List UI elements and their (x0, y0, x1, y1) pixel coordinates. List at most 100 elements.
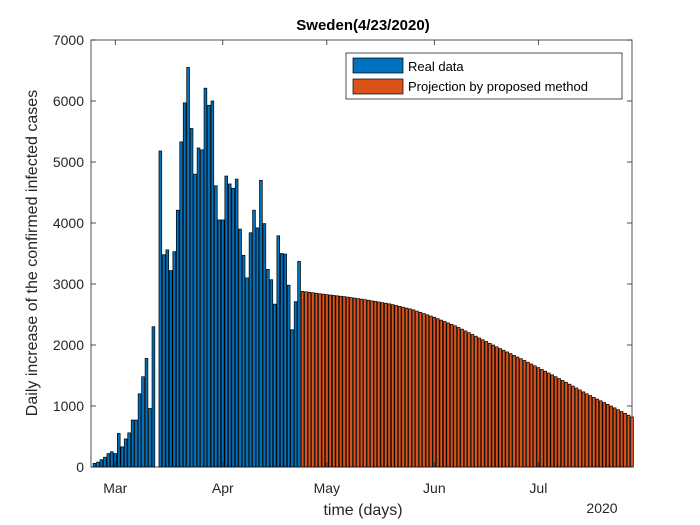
legend-swatch-projection (352, 78, 404, 95)
bar-projection (307, 291, 312, 468)
bar-real-data (286, 284, 291, 468)
x-tick-label: Jun (423, 480, 446, 496)
bar-real-data (127, 432, 131, 468)
bar-projection (436, 318, 440, 468)
x-tick-label: May (314, 480, 340, 496)
bar-projection (574, 387, 579, 468)
bar-projection (432, 316, 437, 468)
bar-projection (491, 344, 496, 468)
bar-projection (328, 294, 333, 468)
x-tick-label: Apr (212, 480, 234, 496)
bar-real-data (110, 451, 114, 468)
bar-projection (470, 334, 475, 468)
bars (92, 67, 634, 468)
bar-real-data (210, 100, 215, 468)
bar-projection (366, 299, 371, 468)
bar-projection (623, 412, 627, 468)
bar-real-data (179, 141, 183, 468)
bar-real-data (144, 358, 149, 468)
bar-projection (314, 292, 319, 468)
bar-projection (338, 295, 343, 468)
bar-real-data (96, 461, 100, 468)
bar-projection (533, 365, 537, 468)
legend-label-projection: Projection by proposed method (408, 79, 588, 94)
bar-real-data (162, 254, 166, 468)
bar-real-data (175, 209, 180, 468)
bar-projection (318, 293, 322, 468)
bar-real-data (252, 209, 256, 468)
bar-real-data (234, 178, 239, 468)
x-axis-title: time (days) (323, 502, 402, 519)
bar-projection (585, 393, 589, 468)
bar-projection (609, 405, 613, 468)
bar-projection (599, 400, 603, 468)
bar-projection (425, 314, 430, 468)
bar-real-data (193, 173, 197, 468)
bar-real-data (224, 175, 228, 468)
bar-real-data (106, 453, 111, 468)
bar-real-data (148, 408, 152, 468)
x-tick-label: Jul (529, 480, 547, 496)
bar-projection (564, 381, 568, 468)
x-tick-label: Mar (103, 480, 127, 496)
bar-projection (449, 324, 454, 468)
bar-projection (522, 360, 527, 468)
legend-swatch-real-data (352, 57, 404, 74)
y-tick-label: 7000 (53, 32, 84, 48)
bar-projection (411, 309, 416, 468)
bar-projection (453, 325, 457, 468)
y-tick-label: 2000 (53, 337, 84, 353)
bar-real-data (123, 438, 128, 468)
bar-projection (602, 402, 606, 468)
bar-projection (498, 348, 502, 468)
bar-projection (616, 409, 620, 468)
bar-projection (474, 335, 478, 468)
bar-real-data (214, 185, 218, 468)
bar-projection (345, 296, 350, 468)
bar-real-data (200, 149, 204, 468)
bar-projection (325, 294, 329, 468)
bar-real-data (283, 253, 287, 468)
bar-real-data (151, 326, 156, 468)
legend: Real data Projection by proposed method (345, 52, 623, 100)
bar-real-data (269, 279, 274, 468)
bar-projection (543, 370, 548, 468)
bar-real-data (293, 301, 298, 468)
bar-projection (460, 328, 464, 468)
bar-real-data (99, 459, 104, 468)
bar-projection (390, 304, 395, 468)
x-axis-year-label: 2020 (586, 500, 617, 516)
bar-real-data (221, 219, 225, 468)
bar-projection (630, 416, 634, 468)
bar-projection (512, 354, 516, 468)
bar-projection (467, 332, 471, 468)
bar-projection (581, 391, 586, 468)
y-tick-label: 3000 (53, 276, 84, 292)
bar-projection (619, 411, 624, 468)
bar-real-data (231, 187, 235, 468)
bar-projection (342, 296, 346, 468)
bar-projection (519, 358, 523, 468)
bar-projection (626, 414, 631, 468)
bar-real-data (137, 393, 142, 468)
bar-projection (595, 398, 600, 468)
y-tick-label: 0 (76, 459, 84, 475)
bar-real-data (186, 67, 190, 468)
bar-real-data (169, 270, 173, 468)
bar-projection (557, 378, 561, 468)
y-tick-label: 6000 (53, 93, 84, 109)
bar-projection (359, 298, 364, 468)
bar-real-data (259, 179, 263, 468)
bar-projection (377, 301, 381, 468)
bar-projection (526, 361, 530, 468)
bar-projection (463, 330, 468, 468)
bar-projection (304, 291, 308, 468)
bar-projection (612, 407, 617, 468)
bar-projection (356, 298, 360, 468)
bar-projection (550, 374, 554, 468)
bar-projection (422, 313, 426, 468)
bar-projection (578, 389, 582, 468)
bar-projection (481, 339, 485, 468)
bar-real-data (141, 376, 145, 468)
